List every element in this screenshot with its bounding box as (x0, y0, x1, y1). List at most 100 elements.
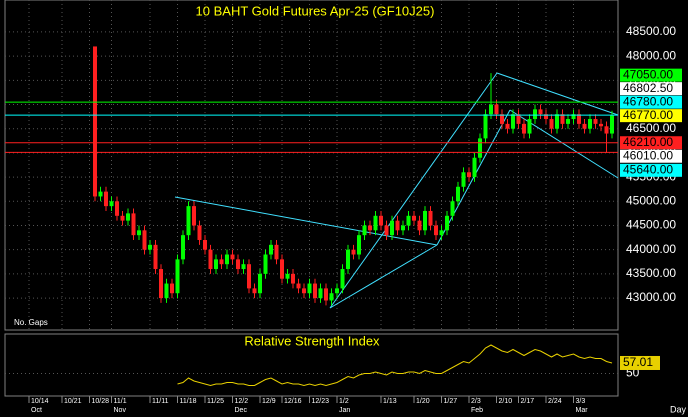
x-tick-label: 11/25 (207, 398, 224, 405)
candle-body (489, 104, 493, 115)
candle-body (175, 259, 180, 294)
candle-body (329, 293, 334, 301)
candle-body (351, 249, 356, 255)
rsi-title: Relative Strength Index (244, 333, 380, 348)
note: No. Gaps (14, 318, 48, 327)
candle-body (236, 259, 240, 270)
month-label: Nov (114, 407, 127, 414)
price-panel (4, 0, 619, 331)
candle-body (566, 119, 570, 124)
candle-body (225, 254, 229, 265)
candle-body (346, 249, 350, 270)
level-label: 46802.50 (623, 81, 673, 95)
candle-body (379, 215, 383, 226)
candle-body (208, 249, 213, 270)
x-unit: Day (670, 404, 687, 414)
candle-body (258, 273, 262, 294)
candle-body (142, 230, 147, 250)
candle-body (153, 244, 158, 270)
trend-line (496, 72, 619, 116)
level-label-bg (620, 149, 682, 163)
candle-body (390, 220, 394, 236)
candle-body (131, 213, 136, 236)
level-label: 46010.00 (623, 148, 673, 162)
candle-body (494, 104, 499, 115)
candle-body (296, 283, 301, 289)
candle-body (417, 220, 422, 231)
level-label-bg (620, 68, 682, 82)
x-tick-label: 1/13 (383, 398, 397, 405)
candle-body (335, 288, 339, 294)
candle-body (599, 123, 603, 127)
y-tick-label: 45000.00 (626, 193, 676, 207)
candle-body (544, 114, 548, 120)
x-tick-label: 11/11 (152, 398, 169, 405)
x-tick-label: 12/2 (235, 398, 249, 405)
candle-body (302, 288, 306, 294)
candle-body (263, 254, 268, 274)
candle-body (362, 225, 367, 236)
trend-line (436, 109, 511, 246)
trend-line (329, 72, 498, 309)
candle-body (241, 264, 246, 270)
candle-body (126, 213, 130, 221)
candle-body (560, 114, 565, 124)
candle-body (577, 114, 581, 124)
level-label-bg (620, 163, 682, 177)
y-tick-label: 48000.00 (626, 48, 676, 62)
candle-body (159, 269, 163, 299)
candle-body (483, 114, 488, 139)
candle-body (269, 244, 273, 255)
candle-body (340, 269, 345, 289)
candle-body (401, 225, 405, 231)
candle-body (291, 273, 295, 284)
x-tick-label: 1/2 (339, 398, 349, 405)
x-tick-label: 3/3 (576, 398, 586, 405)
candle-body (214, 259, 218, 270)
candle-body (467, 172, 471, 178)
candle-body (450, 201, 455, 216)
candle-body (93, 46, 97, 197)
candle-body (368, 225, 372, 231)
level-label: 46780.00 (623, 94, 673, 108)
y-tick-label: 44500.00 (626, 218, 676, 232)
x-tick-label: 12/9 (262, 398, 276, 405)
level-label: 47050.00 (623, 67, 673, 81)
candle-body (115, 201, 119, 216)
trend-line (174, 196, 438, 246)
rsi-panel (4, 333, 619, 397)
candle-body (511, 114, 515, 129)
x-tick-label: 12/23 (312, 398, 330, 405)
candle-body (247, 264, 251, 289)
x-tick-label: 11/18 (180, 398, 197, 405)
candle-body (505, 123, 510, 129)
candle-body (313, 283, 317, 299)
month-label: Jan (339, 407, 350, 414)
candle-body (549, 119, 554, 129)
x-tick-label: 2/3 (471, 398, 481, 405)
candle-body (582, 123, 587, 129)
candle-body (373, 215, 378, 231)
x-tick-label: 11/1 (114, 398, 127, 405)
level-label-bg (620, 95, 682, 109)
x-tick-label: 1/20 (416, 398, 430, 405)
candle-body (527, 119, 532, 134)
y-tick-label: 44000.00 (626, 242, 676, 256)
x-tick-label: 2/24 (548, 398, 562, 405)
candle-body (533, 109, 537, 120)
month-label: Mar (576, 407, 589, 414)
candle-body (571, 114, 576, 120)
x-tick-label: 10/21 (64, 398, 82, 405)
candle-body (324, 288, 328, 301)
candle-body (109, 201, 114, 207)
candle-body (280, 259, 284, 279)
x-tick-label: 2/17 (521, 398, 535, 405)
candle-body (522, 123, 526, 134)
level-label: 45640.00 (623, 162, 673, 176)
candle-body (593, 119, 598, 124)
candle-body (252, 288, 257, 294)
candle-body (610, 115, 614, 134)
x-tick-label: 2/10 (499, 398, 513, 405)
level-label-bg (620, 82, 682, 96)
